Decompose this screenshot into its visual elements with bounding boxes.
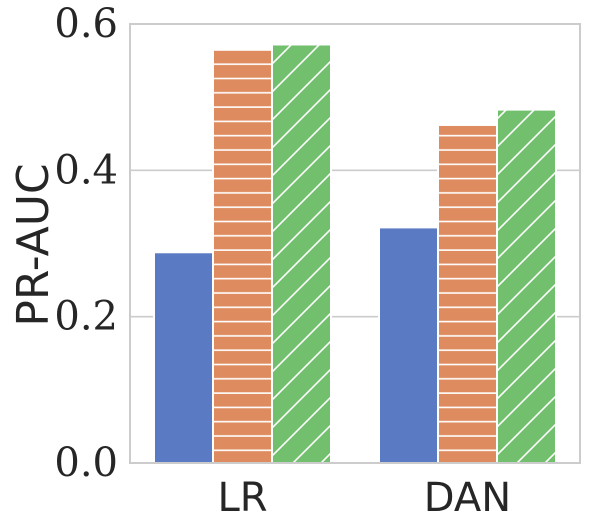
bars <box>153 43 557 465</box>
bar-lr-series-2 <box>212 48 273 464</box>
x-tick-label-dan: DAN <box>424 475 511 521</box>
y-tick-label: 0.2 <box>54 294 118 340</box>
y-tick-label: 0.4 <box>54 147 118 193</box>
bar-lr-series-3 <box>271 43 332 465</box>
y-tick-label: 0.6 <box>54 1 118 47</box>
bar-dan-series-3 <box>496 108 557 464</box>
bar-dan-series-1 <box>378 226 439 464</box>
y-axis-label: PR-AUC <box>8 163 59 326</box>
x-tick-labels: LR DAN <box>217 475 511 521</box>
x-tick-label-lr: LR <box>217 475 267 521</box>
bar-dan-series-2 <box>437 123 498 464</box>
y-tick-labels: 0.0 0.2 0.4 0.6 <box>54 1 118 486</box>
bar-lr-series-1 <box>153 251 214 464</box>
plot-frame <box>129 23 581 464</box>
y-tick-label: 0.0 <box>54 440 118 486</box>
